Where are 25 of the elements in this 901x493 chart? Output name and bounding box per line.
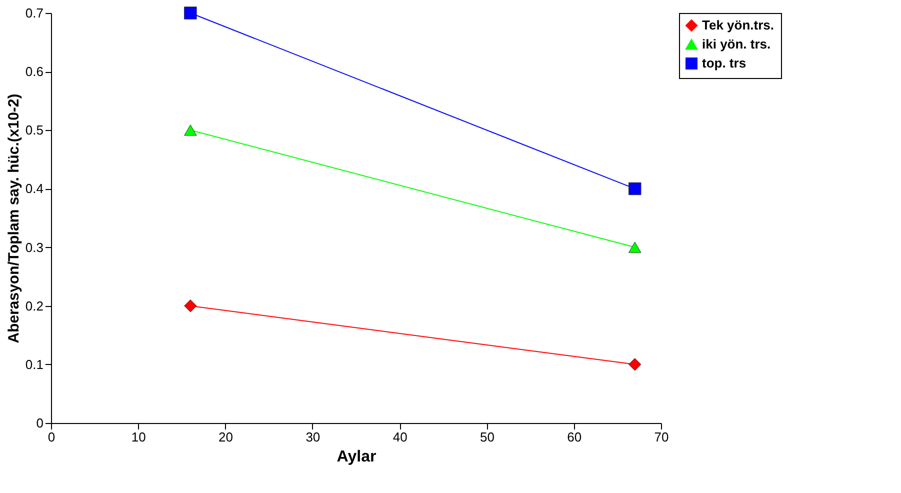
x-tick-label: 70	[654, 430, 669, 444]
point	[628, 182, 642, 196]
x-tick-label: 10	[131, 430, 146, 444]
y-tick-label: 0.4	[25, 181, 44, 196]
point	[184, 6, 197, 20]
point	[184, 299, 197, 312]
y-tick-label: 0	[36, 416, 44, 430]
x-tick-label: 40	[392, 430, 408, 444]
x-tick-label: 50	[480, 430, 494, 444]
y-tick-label: 0.7	[25, 6, 44, 20]
y-tick-label: 0.5	[25, 122, 44, 138]
x-axis-title: Aylar	[336, 448, 376, 466]
x-tick-label: 60	[567, 430, 582, 444]
point	[628, 358, 642, 371]
legend-label: Tek yön.trs.	[702, 18, 774, 32]
x-tick-label: 20	[218, 430, 234, 444]
y-tick-label: 0.1	[25, 356, 44, 372]
y-tick-label: 0.2	[25, 298, 44, 314]
y-tick-label: 0.6	[25, 64, 44, 80]
legend-label: iki yön. trs.	[702, 36, 771, 52]
y-axis-title: Aberasyon/Toplam say. hüc.(x10-2)	[5, 94, 22, 344]
y-tick-label: 0.3	[25, 240, 44, 255]
x-tick-label: 30	[306, 430, 320, 444]
legend-label: top. trs	[702, 56, 746, 70]
x-tick-label: 0	[48, 430, 56, 444]
